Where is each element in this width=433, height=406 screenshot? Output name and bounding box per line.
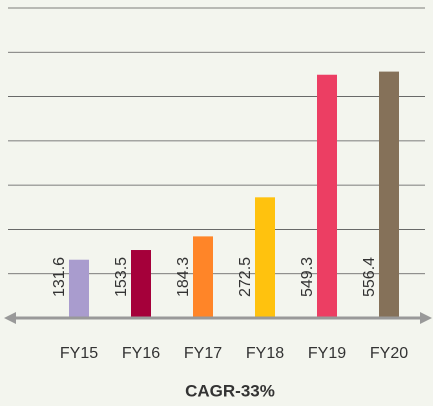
value-label: 131.6 — [51, 257, 68, 297]
value-label: 272.5 — [237, 257, 254, 297]
bar — [131, 250, 151, 318]
value-label: 184.3 — [175, 257, 192, 297]
value-label: 549.3 — [299, 257, 316, 297]
chart-title: CAGR-33% — [185, 381, 275, 400]
bar — [193, 236, 213, 318]
bar — [317, 74, 337, 318]
bar — [379, 71, 399, 318]
value-label: 153.5 — [113, 257, 130, 297]
x-tick-label: FY20 — [370, 345, 408, 362]
value-label: 556.4 — [361, 257, 378, 297]
bar — [69, 259, 89, 318]
x-tick-label: FY16 — [122, 345, 160, 362]
bar — [255, 197, 275, 318]
x-tick-label: FY18 — [246, 345, 284, 362]
x-tick-label: FY17 — [184, 345, 222, 362]
x-tick-label: FY19 — [308, 345, 346, 362]
x-tick-label: FY15 — [60, 345, 98, 362]
axis-arrow-right — [420, 312, 432, 324]
axis-arrow-left — [4, 312, 16, 324]
